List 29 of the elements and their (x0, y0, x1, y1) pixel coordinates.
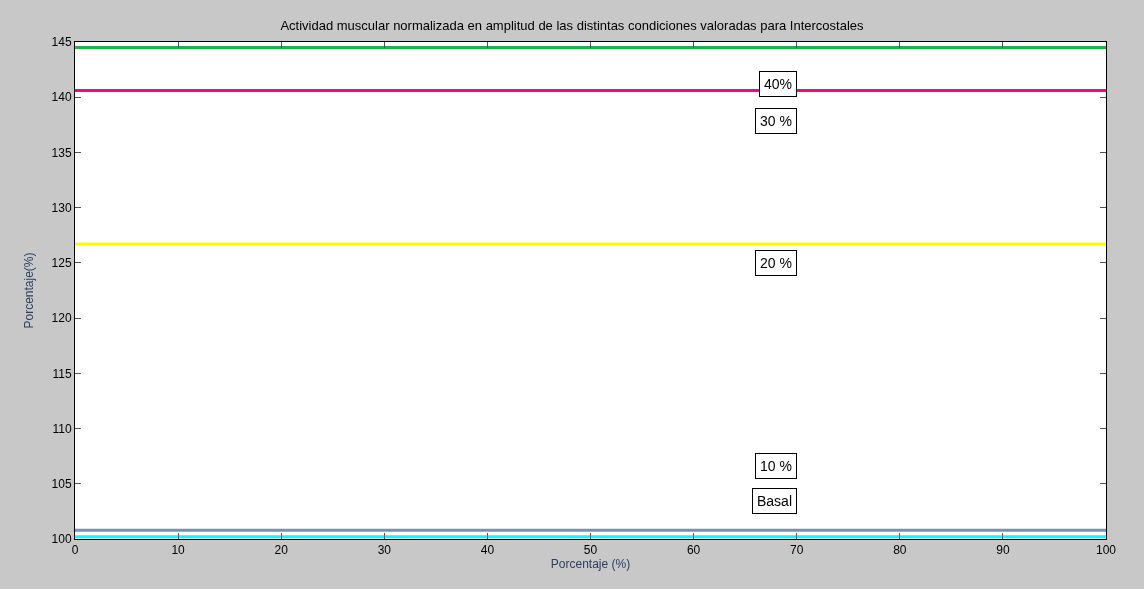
y-tick-label: 110 (52, 421, 72, 436)
y-tick-label: 140 (51, 90, 72, 105)
y-tick-label: 100 (51, 532, 72, 547)
y-tick-label: 125 (51, 256, 72, 271)
x-tick-label: 0 (71, 543, 79, 558)
annotation: 20 % (760, 255, 792, 271)
annotation: 10 % (760, 458, 792, 474)
y-tick-label: 130 (51, 200, 72, 215)
chart-title: Actividad muscular normalizada en amplitud de las distintas condiciones valoradas para Intercostales (280, 17, 865, 33)
annotation: Basal (757, 493, 793, 509)
annotation: 40% (764, 76, 793, 92)
x-tick-label: 50 (583, 543, 598, 558)
y-tick-label: 115 (52, 366, 72, 381)
x-tick-label: 40 (480, 543, 495, 558)
x-tick-label: 90 (996, 543, 1010, 558)
x-tick-label: 70 (790, 543, 804, 558)
annotation: 30 % (760, 113, 792, 129)
y-tick-label: 105 (51, 476, 72, 491)
x-tick-label: 100 (1095, 543, 1117, 558)
x-tick-label: 30 (377, 543, 392, 558)
x-tick-label: 80 (893, 543, 907, 558)
x-axis-title: Porcentaje (%) (550, 557, 631, 572)
y-tick-label: 120 (51, 311, 72, 326)
x-tick-label: 10 (171, 543, 186, 558)
y-tick-label: 145 (51, 35, 72, 50)
x-tick-label: 20 (274, 543, 289, 558)
y-tick-label: 135 (51, 145, 72, 160)
x-tick-label: 60 (686, 543, 701, 558)
y-axis-title: Porcentaje(%) (21, 252, 36, 329)
